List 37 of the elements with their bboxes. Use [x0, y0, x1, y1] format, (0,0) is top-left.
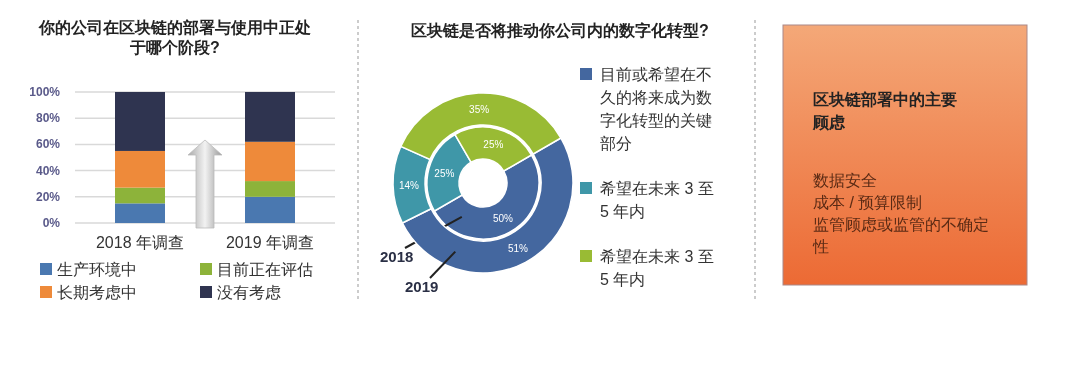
text: 监管顾虑或监管的不确定性 — [812, 216, 989, 255]
slice-label: 2019 — [405, 278, 439, 295]
y-tick-label: 20% — [35, 189, 61, 204]
bar — [245, 181, 295, 197]
y-tick-label: 60% — [35, 137, 61, 152]
y-tick-label: 80% — [35, 111, 61, 126]
y-tick-label: 100% — [29, 85, 61, 99]
bar — [115, 92, 165, 151]
data-label: 14% — [399, 179, 420, 191]
text: 成本 / 预算限制 — [813, 194, 923, 211]
chart-title: 区块链是否将推动你公司内的数字化转型? — [411, 21, 709, 39]
slice-label: 2018 — [380, 248, 414, 265]
legend-label: 没有考虑 — [217, 284, 281, 301]
text: 区块链部署中的主要顾虑 — [812, 90, 957, 131]
data-label: 35% — [469, 104, 490, 116]
legend-label: 长期考虑中 — [57, 284, 137, 301]
legend-label: 目前或希望在不久的将来成为数字化转型的关键部分 — [600, 66, 712, 152]
legend-label: 希望在未来 3 至 5 年内 — [600, 248, 714, 288]
bar — [245, 196, 295, 223]
legend-label: 希望在未来 3 至 5 年内 — [600, 180, 714, 220]
data-label: 25% — [483, 139, 504, 151]
data-label: 25% — [434, 167, 455, 179]
chart-title: 你的公司在区块链的部署与使用中正处于哪个阶段? — [38, 19, 311, 56]
bar — [115, 203, 165, 223]
text: 数据安全 — [813, 172, 877, 189]
bar — [115, 187, 165, 204]
legend-label: 目前正在评估 — [217, 261, 313, 278]
bar — [115, 150, 165, 188]
x-tick-label: 2018 年调查 — [95, 234, 185, 251]
data-label: 50% — [492, 212, 514, 224]
data-label: 51% — [507, 243, 529, 255]
bar — [245, 92, 295, 142]
y-tick-label: 40% — [35, 163, 61, 178]
x-tick-label: 2019 年调查 — [225, 234, 315, 251]
y-tick-label: 0% — [42, 216, 61, 230]
legend-label: 生产环境中 — [57, 261, 137, 278]
bar — [245, 141, 295, 182]
